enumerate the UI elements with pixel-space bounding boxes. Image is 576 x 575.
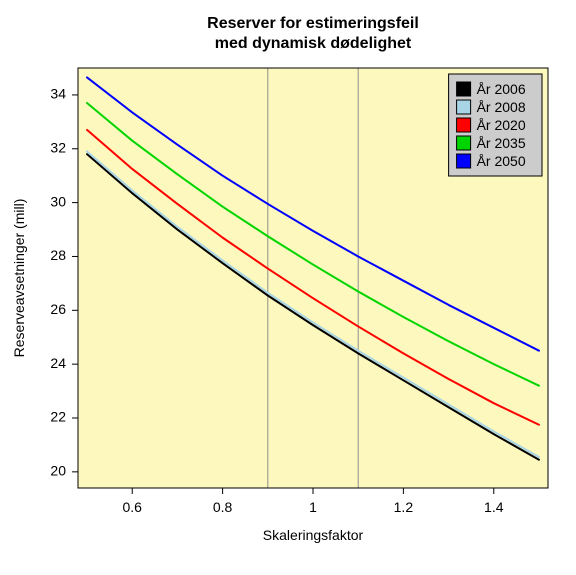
y-tick-label-3: 26	[50, 301, 66, 317]
legend-label-1: År 2008	[477, 99, 526, 115]
x-tick-label-1: 0.8	[213, 499, 233, 515]
x-tick-label-0: 0.6	[122, 499, 142, 515]
legend-swatch-1	[457, 100, 471, 114]
y-axis-label: Reserveavsetninger (mill)	[11, 199, 27, 358]
chart-title-line2: med dynamisk dødelighet	[215, 35, 412, 52]
x-axis-label: Skaleringsfaktor	[263, 527, 364, 543]
legend-swatch-0	[457, 82, 471, 96]
legend-label-3: År 2035	[477, 135, 526, 151]
legend-label-4: År 2050	[477, 153, 526, 169]
x-tick-label-3: 1.2	[394, 499, 414, 515]
legend-swatch-2	[457, 118, 471, 132]
x-tick-label-4: 1.4	[484, 499, 504, 515]
legend-label-2: År 2020	[477, 117, 526, 133]
y-tick-label-6: 32	[50, 139, 66, 155]
legend-swatch-3	[457, 136, 471, 150]
y-tick-label-7: 34	[50, 86, 66, 102]
y-tick-label-5: 30	[50, 193, 66, 209]
y-tick-label-4: 28	[50, 247, 66, 263]
y-tick-label-0: 20	[50, 463, 66, 479]
chart-svg: 0.6 0.8 1 1.2 1.4 20 22 24 26 28 30 32 34 Skaleringsf…	[0, 0, 576, 575]
chart-title-line1: Reserver for estimeringsfeil	[207, 15, 419, 32]
legend-label-0: År 2006	[477, 81, 526, 97]
legend-swatch-4	[457, 154, 471, 168]
legend: År 2006 År 2008 År 2020 År 2035 År 2050	[449, 74, 542, 176]
y-tick-label-1: 22	[50, 409, 66, 425]
x-tick-label-2: 1	[309, 499, 317, 515]
chart-container: 0.6 0.8 1 1.2 1.4 20 22 24 26 28 30 32 34 Skaleringsf…	[0, 0, 576, 575]
y-tick-label-2: 24	[50, 355, 66, 371]
